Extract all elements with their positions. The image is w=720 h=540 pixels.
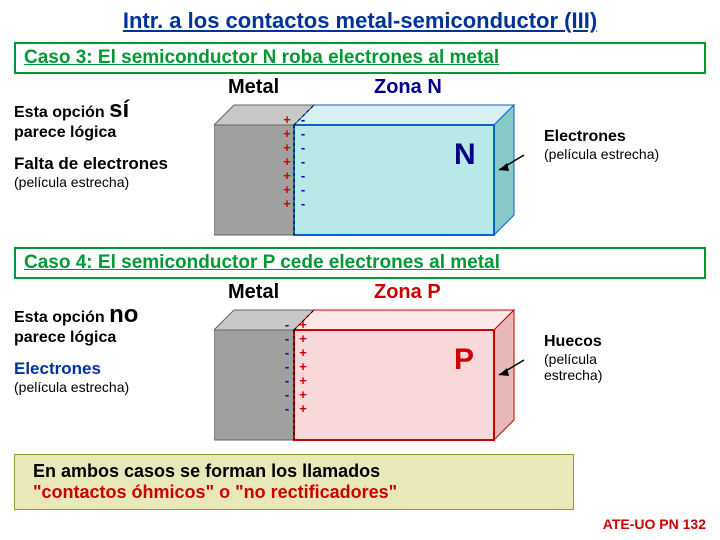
case4-heading: Caso 4: El semiconductor P cede electron… [24, 252, 500, 273]
case4-opt1a: Esta opción [14, 309, 109, 326]
case4-option-line1: Esta opción no [14, 301, 199, 329]
case4-right-text: Huecos (película estrecha) [544, 333, 714, 383]
case4-metal-label: Metal [228, 281, 279, 304]
case3-right-text: Electrones (película estrecha) [544, 128, 714, 162]
case3-lack: Falta de electrones [14, 154, 199, 174]
zone-top-face [294, 310, 514, 330]
conclusion-line2: "contactos óhmicos" o "no rectificadores… [33, 482, 555, 503]
case4-big-letter: P [454, 343, 474, 377]
case4-right-film2: estrecha) [544, 367, 714, 383]
title-text: Intr. a los contactos metal-semiconducto… [123, 8, 597, 33]
case4-opt1b: no [109, 301, 138, 328]
case4-minus-col: ------- [282, 318, 292, 416]
case3-plus-col: +++++++ [282, 113, 292, 211]
case3-option-line1: Esta opción sí [14, 96, 199, 124]
conclusion-box: En ambos casos se forman los llamados "c… [14, 454, 574, 510]
case3-metal-label: Metal [228, 76, 279, 99]
case3-opt1a: Esta opción [14, 104, 109, 121]
case3-opt1b: sí [109, 96, 129, 123]
case3-electrons-label: Electrones [544, 128, 714, 146]
case3-heading-box: Caso 3: El semiconductor N roba electron… [14, 42, 706, 74]
case3-big-letter: N [454, 138, 476, 172]
case4-plus-col: +++++++ [298, 318, 308, 416]
case3-zone-label: Zona N [374, 76, 442, 99]
case3-diagram: Metal Zona N N +++++++ ------- [214, 78, 534, 243]
case3-heading: Caso 3: El semiconductor N roba electron… [24, 47, 499, 68]
case3-section: Esta opción sí parece lógica Falta de el… [14, 78, 706, 243]
case3-left-text: Esta opción sí parece lógica Falta de el… [14, 96, 199, 190]
case3-minus-col: ------- [298, 113, 308, 211]
case4-film: (película estrecha) [14, 379, 199, 395]
case4-holes-label: Huecos [544, 333, 714, 351]
case3-opt2: parece lógica [14, 124, 199, 142]
conclusion-line1: En ambos casos se forman los llamados [33, 461, 555, 482]
case3-block-svg [214, 100, 534, 245]
case4-opt2: parece lógica [14, 329, 199, 347]
case4-zone-label: Zona P [374, 281, 441, 304]
case4-diagram: Metal Zona P P ------- +++++++ [214, 283, 534, 448]
case4-left-text: Esta opción no parece lógica Electrones … [14, 301, 199, 395]
case4-electrons: Electrones [14, 359, 199, 379]
case3-film: (película estrecha) [14, 174, 199, 190]
case3-right-film: (película estrecha) [544, 146, 714, 162]
case4-right-film1: (película [544, 351, 714, 367]
page-title: Intr. a los contactos metal-semiconducto… [0, 0, 720, 38]
footer-label: ATE-UO PN 132 [603, 516, 706, 532]
case4-heading-box: Caso 4: El semiconductor P cede electron… [14, 247, 706, 279]
case4-block-svg [214, 305, 534, 450]
case4-section: Esta opción no parece lógica Electrones … [14, 283, 706, 448]
zone-top-face [294, 105, 514, 125]
